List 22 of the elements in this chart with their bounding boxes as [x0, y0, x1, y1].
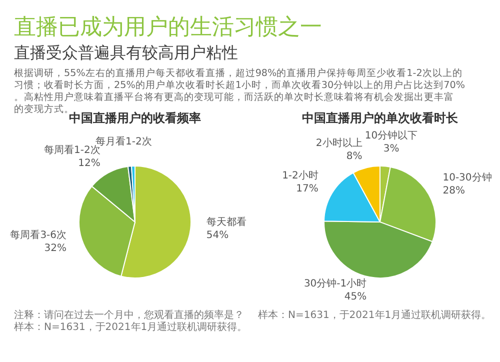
slice-label: 每周看1-2次 [44, 144, 100, 156]
chart-title: 中国直播用户的单次收看时长 [302, 111, 459, 125]
data-label: 45% [344, 292, 367, 303]
slice-label: 2小时以上 [316, 137, 362, 150]
slice-label: 10-30分钟 [442, 172, 492, 184]
text: 直播已成为用户的生活习惯之一 [14, 15, 322, 40]
slice-label: 每天都看 [206, 216, 246, 228]
data-label: 32% [44, 243, 67, 254]
slice-label: 1-2小时 [282, 170, 318, 182]
data-label: 17% [296, 184, 318, 195]
slice-label: 10分钟以下 [364, 129, 418, 142]
text: 样本：N=1631，于2021年1月通过联机调研获得。 [14, 321, 248, 333]
slice-label: 每周看3-6次 [10, 229, 67, 242]
data-label: 28% [442, 186, 465, 197]
text: 样本：N=1631，于2021年1月通过联机调研获得。 [258, 309, 492, 321]
text: 注释：请问在过去一个月中，您观看直播的频率是？ [14, 309, 244, 321]
data-label: 12% [78, 158, 100, 169]
data-label: 3% [383, 143, 400, 154]
data-label: 54% [206, 230, 229, 242]
text: 直播受众普遍具有较高用户粘性 [14, 43, 238, 62]
slice-label: 30分钟-1小时 [304, 278, 367, 290]
data-label: 8% [346, 151, 362, 162]
